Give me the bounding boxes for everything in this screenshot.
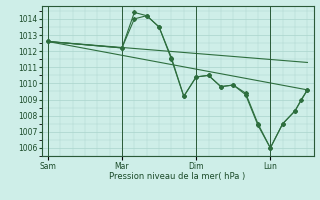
X-axis label: Pression niveau de la mer( hPa ): Pression niveau de la mer( hPa ) [109, 172, 246, 181]
